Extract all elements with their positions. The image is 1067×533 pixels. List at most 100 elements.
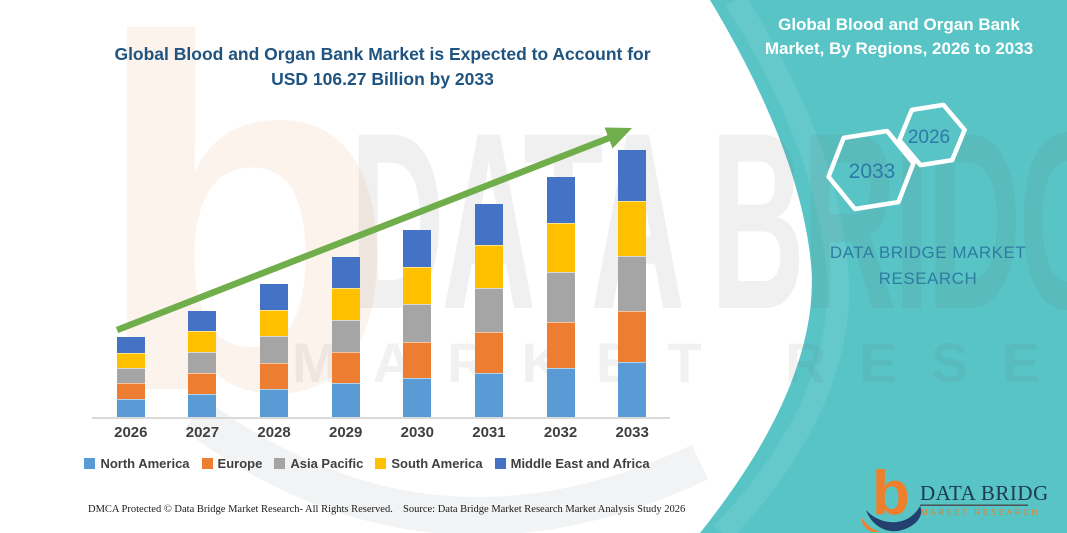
legend-item-north-america: North America bbox=[84, 456, 190, 471]
logo-swoosh bbox=[866, 506, 922, 532]
bar-segment-europe bbox=[546, 321, 575, 368]
footer-source-text: Source: Data Bridge Market Research Mark… bbox=[403, 504, 686, 515]
legend-label: South America bbox=[391, 456, 483, 471]
hexagon-2033-label: 2033 bbox=[849, 160, 896, 183]
legend-label: Europe bbox=[217, 456, 263, 471]
logo-underline bbox=[920, 504, 1028, 506]
teal-panel-shape bbox=[700, 0, 1067, 533]
bar-segment-south-america bbox=[116, 352, 145, 368]
bar-2029 bbox=[331, 257, 360, 417]
bar-segment-asia-pacific bbox=[474, 287, 503, 332]
bar-segment-europe bbox=[474, 331, 503, 373]
bar-segment-north-america bbox=[260, 388, 289, 417]
trend-arrow-shaft bbox=[115, 134, 611, 334]
bar-segment-south-america bbox=[403, 266, 432, 305]
bar-segment-europe bbox=[260, 362, 289, 389]
bar-segment-middle-east-and-africa bbox=[116, 337, 145, 353]
bar-segment-europe bbox=[116, 382, 145, 400]
bar-segment-middle-east-and-africa bbox=[474, 203, 503, 245]
legend-swatch-icon bbox=[84, 458, 96, 469]
bar-2031 bbox=[474, 203, 503, 417]
teal-swoosh-decoration bbox=[714, 0, 850, 533]
bar-segment-middle-east-and-africa bbox=[403, 230, 432, 267]
bar-segment-middle-east-and-africa bbox=[331, 257, 360, 288]
footer-dmca-text: DMCA Protected © Data Bridge Market Rese… bbox=[88, 504, 393, 515]
bar-segment-south-america bbox=[546, 223, 575, 272]
x-axis-label-2032: 2032 bbox=[543, 424, 578, 441]
right-panel-brand-line2: RESEARCH bbox=[878, 269, 978, 289]
bar-segment-north-america bbox=[546, 367, 575, 417]
x-axis-labels: 2026 2027 2028 2029 2030 2031 2032 2033 bbox=[95, 424, 668, 441]
legend-item-europe: Europe bbox=[201, 456, 263, 471]
trend-arrow-head bbox=[604, 127, 632, 149]
x-axis-label-2031: 2031 bbox=[472, 424, 506, 441]
legend-swatch-icon bbox=[274, 458, 286, 469]
legend-item-middle-east-and-africa: Middle East and Africa bbox=[494, 456, 650, 471]
hexagon-2033 bbox=[826, 128, 916, 212]
x-axis-label-2029: 2029 bbox=[329, 424, 363, 441]
bar-segment-asia-pacific bbox=[618, 255, 647, 311]
legend-label: Middle East and Africa bbox=[510, 456, 650, 471]
right-panel-brand-line1: DATA BRIDGE MARKET bbox=[829, 243, 1027, 262]
right-panel-title: Global Blood and Organ Bank Market, By R… bbox=[740, 13, 1058, 61]
legend-item-asia-pacific: Asia Pacific bbox=[274, 456, 363, 471]
chart-title: Global Blood and Organ Bank Market is Ex… bbox=[95, 42, 670, 93]
legend-label: North America bbox=[100, 456, 190, 471]
right-panel-title-line1: Global Blood and Organ Bank bbox=[778, 15, 1020, 34]
bar-segment-asia-pacific bbox=[403, 304, 432, 342]
trend-arrow bbox=[115, 127, 632, 334]
bar-2026 bbox=[116, 337, 145, 417]
legend-item-south-america: South America bbox=[375, 456, 483, 471]
x-axis-label-2026: 2026 bbox=[114, 424, 148, 441]
right-panel-title-line2: Market, By Regions, 2026 to 2033 bbox=[764, 38, 1034, 58]
bar-segment-middle-east-and-africa bbox=[546, 176, 575, 224]
right-panel-brand-text: DATA BRIDGE MARKET RESEARCH bbox=[818, 240, 1038, 293]
bar-segment-asia-pacific bbox=[116, 367, 145, 383]
bar-segment-europe bbox=[331, 352, 360, 384]
bar-2030 bbox=[403, 230, 432, 417]
bar-2027 bbox=[188, 310, 217, 417]
bar-segment-north-america bbox=[618, 362, 647, 417]
logo-sub-text: MARKET RESEARCH bbox=[921, 508, 1040, 517]
x-axis-label-2027: 2027 bbox=[185, 424, 220, 441]
bar-2033 bbox=[618, 149, 647, 417]
legend-swatch-icon bbox=[375, 458, 387, 469]
x-axis-line bbox=[92, 417, 670, 419]
bar-segment-north-america bbox=[188, 394, 217, 417]
bar-segment-south-america bbox=[188, 331, 217, 352]
x-axis-label-2028: 2028 bbox=[257, 424, 291, 441]
bar-segment-asia-pacific bbox=[260, 335, 289, 363]
bar-segment-asia-pacific bbox=[331, 319, 360, 353]
bar-segment-middle-east-and-africa bbox=[618, 149, 647, 202]
bar-segment-europe bbox=[618, 311, 647, 362]
bar-2032 bbox=[546, 176, 575, 417]
bar-segment-north-america bbox=[331, 383, 360, 417]
x-axis-label-2030: 2030 bbox=[400, 424, 434, 441]
bar-segment-south-america bbox=[474, 244, 503, 288]
bar-segment-middle-east-and-africa bbox=[188, 310, 217, 332]
x-axis-label-2033: 2033 bbox=[615, 424, 649, 441]
bar-segment-asia-pacific bbox=[188, 351, 217, 373]
bar-segment-europe bbox=[188, 372, 217, 395]
bar-segment-asia-pacific bbox=[546, 272, 575, 322]
databridge-logo: b DATA BRIDGE MARKET RESEARCH bbox=[862, 459, 1047, 532]
bar-segment-middle-east-and-africa bbox=[260, 283, 289, 310]
logo-name-text: DATA BRIDGE bbox=[920, 481, 1047, 505]
bar-2028 bbox=[260, 283, 289, 417]
legend-label: Asia Pacific bbox=[290, 456, 364, 471]
hexagon-2026 bbox=[897, 102, 967, 168]
logo-small-swoosh bbox=[862, 518, 881, 532]
chart-legend: North America Europe Asia Pacific South Ame… bbox=[58, 456, 676, 471]
bars-row bbox=[95, 117, 668, 417]
chart-title-line2: USD 106.27 Billion by 2033 bbox=[271, 69, 494, 90]
bar-segment-north-america bbox=[403, 378, 432, 417]
legend-swatch-icon bbox=[201, 458, 213, 469]
logo-b-glyph: b bbox=[872, 459, 910, 528]
chart-title-line1: Global Blood and Organ Bank Market is Ex… bbox=[114, 44, 651, 64]
bar-segment-south-america bbox=[618, 201, 647, 256]
bar-segment-north-america bbox=[116, 399, 145, 417]
legend-swatch-icon bbox=[494, 458, 506, 469]
